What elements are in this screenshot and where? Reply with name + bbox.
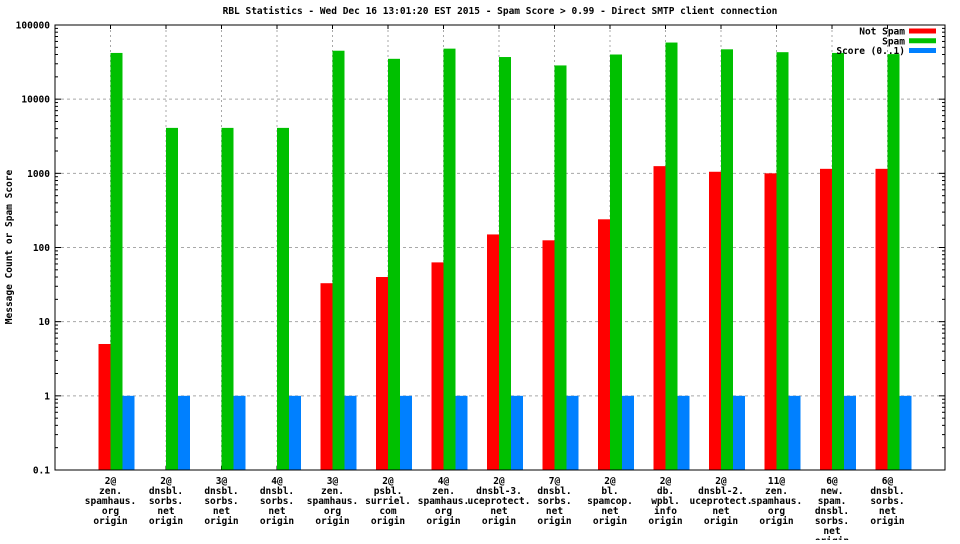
y-tick-label: 10: [39, 317, 51, 328]
bar-spam: [554, 65, 567, 470]
bar-score: [400, 395, 412, 470]
y-tick-label: 1: [44, 391, 50, 402]
x-group-label: 4@ zen. spamhaus. org origin: [418, 476, 469, 527]
bar-score: [233, 395, 246, 470]
x-group-label: 4@ dnsbl. sorbs. net origin: [260, 476, 294, 527]
plot-border-layer: [54, 24, 946, 471]
legend-label: Score (0..1): [836, 46, 905, 57]
bar-not-spam: [653, 166, 666, 470]
y-tick-label: 100: [33, 243, 50, 254]
x-group-label: 3@ dnsbl. sorbs. net origin: [204, 476, 238, 527]
chart-title: RBL Statistics - Wed Dec 16 13:01:20 EST…: [223, 6, 778, 17]
bar-not-spam: [320, 283, 333, 470]
x-group-label: 3@ zen. spamhaus. org origin: [307, 476, 358, 527]
bar-score: [455, 395, 468, 470]
y-tick-label: 1000: [27, 169, 50, 180]
x-group-label: 2@ dnsbl-3. uceprotect. net origin: [468, 476, 531, 527]
x-group-label: 2@ zen. spamhaus. org origin: [85, 476, 136, 527]
y-tick-label: 10000: [21, 95, 50, 106]
bar-spam: [443, 48, 456, 471]
bar-score: [289, 395, 301, 470]
bar-score: [844, 395, 856, 470]
bar-not-spam: [820, 168, 832, 470]
bar-not-spam: [764, 173, 777, 471]
bar-not-spam: [98, 343, 111, 470]
bar-spam: [277, 127, 289, 471]
bar-spam: [166, 127, 178, 471]
y-tick-label: 100000: [16, 21, 51, 32]
bar-score: [899, 395, 912, 470]
bar-score: [622, 395, 634, 470]
bars-layer: [98, 42, 912, 471]
bar-score: [122, 395, 135, 470]
legend-swatch: [909, 48, 936, 53]
y-tick-label: 0.1: [33, 466, 50, 477]
bar-score: [566, 395, 579, 470]
bar-spam: [110, 52, 123, 470]
legend-label: Spam: [882, 36, 905, 47]
bar-not-spam: [542, 240, 555, 470]
bar-score: [344, 395, 357, 470]
bar-spam: [887, 54, 900, 470]
x-group-label: 6@ dnsbl. sorbs. net origin: [870, 476, 904, 527]
bar-score: [677, 395, 690, 470]
x-group-label: 11@ zen. spamhaus. org origin: [751, 476, 802, 527]
bar-spam: [499, 57, 511, 471]
bar-spam: [388, 58, 400, 471]
bar-spam: [221, 127, 234, 471]
bar-spam: [665, 42, 678, 471]
bar-not-spam: [431, 262, 444, 470]
plot-border: [54, 24, 946, 471]
x-group-label: 2@ dnsbl-2. uceprotect. net origin: [690, 476, 753, 527]
bar-score: [178, 395, 190, 470]
y-axis-title: Message Count or Spam Score: [4, 170, 15, 325]
legend-label: Not Spam: [859, 27, 905, 38]
bar-score: [788, 395, 801, 470]
x-group-label: 2@ dnsbl. sorbs. net origin: [149, 476, 183, 527]
x-group-label: 2@ psbl. surriel. com origin: [365, 476, 411, 527]
legend-swatch: [909, 28, 936, 34]
bar-spam: [332, 50, 345, 471]
axis-labels-layer: 100000 10000 1000 100 10 1 0.1 2@ zen. spamhaus. o…: [16, 21, 905, 544]
bar-not-spam: [487, 234, 499, 470]
x-group-label: 2@ db. wpbl. info origin: [648, 476, 682, 527]
bar-spam: [776, 52, 789, 471]
bar-not-spam: [709, 171, 721, 471]
x-group-label: 2@ bl. spamcop. net origin: [587, 476, 633, 527]
bar-not-spam: [875, 168, 888, 470]
bar-score: [733, 395, 745, 470]
bar-spam: [610, 54, 622, 470]
legend-swatch: [909, 38, 936, 44]
bar-not-spam: [598, 219, 610, 470]
bar-score: [511, 395, 523, 470]
bar-not-spam: [376, 277, 388, 470]
bar-spam: [721, 49, 733, 471]
bar-spam: [832, 52, 844, 470]
x-group-label: 7@ dnsbl. sorbs. net origin: [537, 476, 571, 527]
